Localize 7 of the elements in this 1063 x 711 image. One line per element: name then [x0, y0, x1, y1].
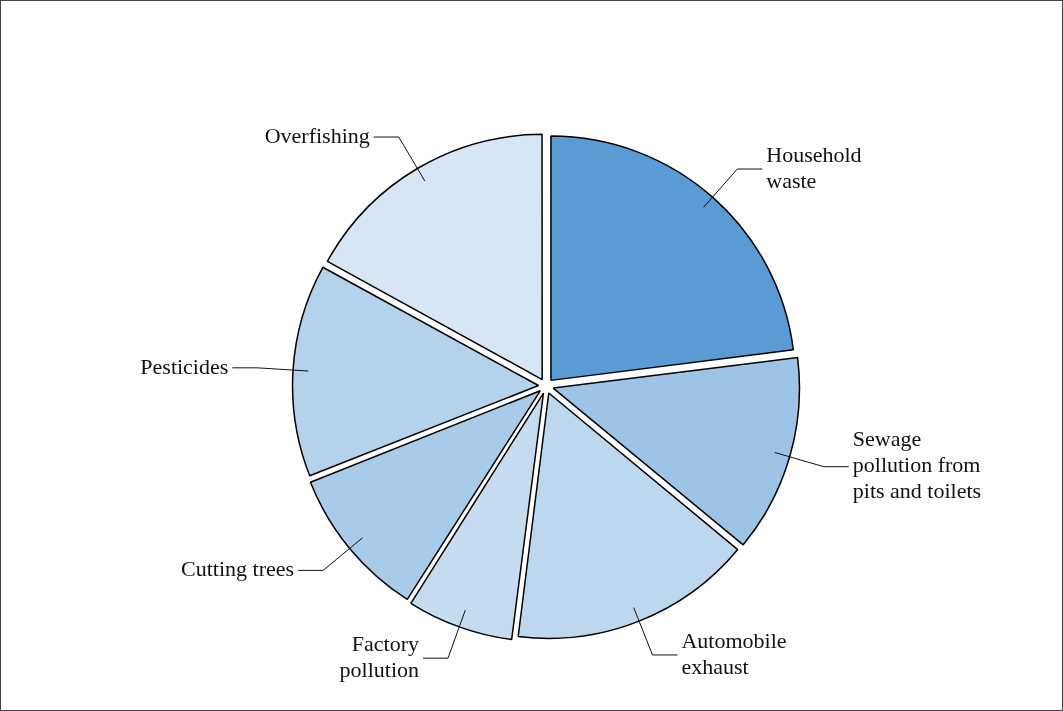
- slice-label: Sewage pollution from pits and toilets: [852, 426, 982, 504]
- slice-label: Cutting trees: [181, 556, 295, 582]
- slice-label: Factory pollution: [339, 630, 420, 682]
- slice-label: Overfishing: [264, 122, 370, 148]
- slice-label: Pesticides: [140, 353, 229, 379]
- slice-label: Automobile exhaust: [681, 627, 787, 679]
- slice-label: Household waste: [766, 141, 862, 193]
